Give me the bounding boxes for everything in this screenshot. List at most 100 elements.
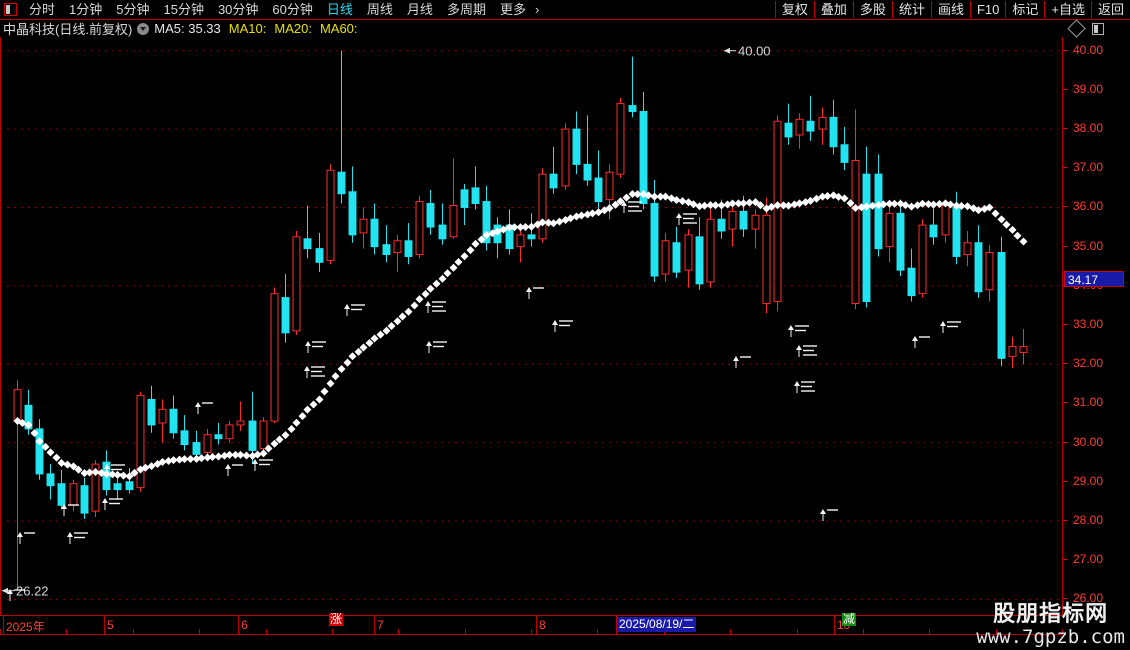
toolbar-action-7[interactable]: +自选 — [1044, 1, 1091, 18]
toolbar-action-0[interactable]: 复权 — [774, 1, 814, 18]
period-tab-3[interactable]: 15分钟 — [163, 2, 204, 17]
toolbar-actions: 复权 叠加 多股 统计 画线 F10 标记 +自选 返回 — [774, 0, 1130, 19]
ma-diamond — [549, 219, 558, 228]
candle-body — [795, 118, 804, 136]
ma-diamond — [952, 201, 961, 210]
ma-diamond — [588, 209, 597, 218]
ma-diamond — [784, 201, 793, 210]
ma60-value: MA60: — [319, 21, 358, 36]
ma-diamond — [460, 252, 469, 261]
toolbar-action-5[interactable]: F10 — [969, 1, 1005, 18]
candle-body — [572, 128, 581, 165]
period-tab-0[interactable]: 分时 — [29, 2, 56, 17]
period-tab-6[interactable]: 日线 — [326, 2, 353, 17]
candle-body — [180, 430, 189, 446]
ma-diamond — [728, 199, 737, 208]
candle-body — [717, 218, 726, 232]
toolbar-action-6[interactable]: 标记 — [1005, 1, 1044, 18]
candle-body — [661, 240, 670, 275]
ma-diamond — [594, 208, 603, 217]
ma-diamond — [35, 437, 44, 446]
ma-diamond — [270, 439, 279, 448]
ma-diamond — [393, 317, 402, 326]
price-axis[interactable]: 40.0039.0038.0037.0036.0035.0034.0033.00… — [1062, 37, 1130, 615]
ma-diamond — [231, 450, 240, 459]
ma-diamond — [700, 201, 709, 210]
ma-diamond — [717, 201, 726, 210]
signal-marker-15 — [552, 320, 573, 332]
toolbar-action-2[interactable]: 多股 — [852, 1, 892, 18]
period-tab-5[interactable]: 60分钟 — [272, 2, 313, 17]
more-chevron-icon[interactable]: › — [534, 2, 540, 17]
ma-diamond — [924, 200, 933, 209]
chevron-down-circle-icon[interactable] — [137, 22, 150, 35]
candle-body — [415, 201, 424, 255]
watermark-url: www.7gpzb.com — [976, 626, 1125, 648]
candle-body — [91, 463, 100, 512]
ma-diamond — [63, 460, 72, 469]
toolbar-action-3[interactable]: 统计 — [891, 1, 931, 18]
ma-diamond — [382, 326, 391, 335]
date-label-0: 2025年 — [6, 620, 45, 634]
candle-body — [527, 234, 536, 240]
date-minor-tick — [863, 629, 864, 635]
ma-diamond — [309, 400, 318, 409]
price-tick-1: 39.00 — [1063, 82, 1103, 96]
ma-diamond — [633, 190, 642, 199]
ma-diamond — [510, 223, 519, 232]
ma-diamond — [879, 200, 888, 209]
ma-diamond — [846, 199, 855, 208]
period-tab-9[interactable]: 多周期 — [446, 2, 486, 17]
ma-diamond — [974, 206, 983, 215]
period-tab-10[interactable]: 更多 — [499, 2, 526, 17]
candle-body — [918, 224, 927, 295]
low-price-marker: 26.22 — [2, 584, 49, 599]
date-minor-tick — [398, 629, 399, 635]
candle-body — [773, 120, 782, 303]
period-tab-1[interactable]: 1分钟 — [69, 2, 103, 17]
toolbar-action-8[interactable]: 返回 — [1090, 1, 1130, 18]
candle-body — [192, 442, 201, 455]
ma-diamond — [890, 199, 899, 208]
candle-body — [248, 420, 257, 451]
toolbar-action-1[interactable]: 叠加 — [813, 1, 853, 18]
ma-diamond — [544, 218, 553, 227]
ma-diamond — [918, 199, 927, 208]
ma-diamond — [365, 338, 374, 347]
toolbar-action-4[interactable]: 画线 — [930, 1, 970, 18]
diamond-icon[interactable] — [1067, 19, 1086, 38]
date-minor-tick — [0, 629, 1, 635]
panel-toggle-icon[interactable] — [4, 3, 17, 16]
candle-body — [326, 169, 335, 261]
date-tick-4 — [536, 615, 537, 634]
period-tab-8[interactable]: 月线 — [406, 2, 433, 17]
ma-diamond — [555, 217, 564, 226]
signal-marker-0 — [7, 589, 25, 601]
period-tab-7[interactable]: 周线 — [366, 2, 393, 17]
ma-diamond — [779, 201, 788, 210]
candle-body — [818, 116, 827, 130]
candlestick-plot[interactable]: 40.00 26.22 — [0, 37, 1062, 615]
signal-badge-0: 涨 — [329, 612, 344, 626]
price-tick-3: 37.00 — [1063, 160, 1103, 174]
ma-diamond — [622, 193, 631, 202]
candle-body — [1019, 346, 1028, 353]
signal-marker-11 — [344, 304, 365, 316]
period-tab-2[interactable]: 5分钟 — [116, 2, 150, 17]
ma-diamond — [69, 462, 78, 471]
ma-line — [13, 190, 1028, 481]
candle-body — [907, 267, 916, 297]
candle-body — [929, 224, 938, 238]
axis-top-rule — [0, 615, 1062, 616]
candle-body — [370, 218, 379, 248]
period-tab-4[interactable]: 30分钟 — [217, 2, 259, 17]
ma-diamond — [326, 379, 335, 388]
ma-diamond — [963, 202, 972, 211]
candle-body — [874, 173, 883, 250]
candle-body — [136, 395, 145, 489]
split-panel-icon[interactable] — [1092, 22, 1104, 35]
ma-diamond — [18, 418, 27, 427]
high-price-marker: 40.00 — [724, 44, 771, 59]
